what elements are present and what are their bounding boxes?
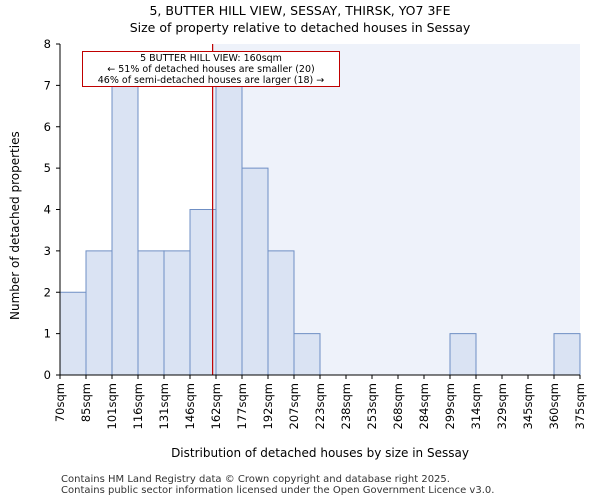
annotation-line-smaller: ← 51% of detached houses are smaller (20… (107, 64, 315, 75)
x-tick-label: 177sqm (235, 383, 249, 429)
footer-copyright: Contains HM Land Registry data © Crown c… (61, 474, 450, 485)
histogram-bar (241, 167, 269, 376)
x-tick-label: 207sqm (287, 383, 301, 429)
y-tick-label: 8 (44, 37, 51, 51)
x-tick-label: 192sqm (261, 383, 275, 429)
x-tick-label: 299sqm (443, 383, 457, 429)
histogram-bar (267, 250, 295, 376)
histogram-bar (163, 250, 191, 376)
x-tick-label: 268sqm (391, 383, 405, 429)
histogram-bar (59, 291, 87, 376)
histogram-bar (449, 333, 477, 376)
y-tick-label: 3 (44, 244, 51, 258)
histogram-bar (293, 333, 321, 376)
x-axis-label: Distribution of detached houses by size … (171, 446, 469, 460)
x-tick-label: 375sqm (573, 383, 587, 429)
y-tick-label: 1 (44, 327, 51, 341)
x-tick-label: 146sqm (183, 383, 197, 429)
x-tick-label: 329sqm (495, 383, 509, 429)
chart-title-address: 5, BUTTER HILL VIEW, SESSAY, THIRSK, YO7… (149, 3, 451, 18)
chart-title-subtitle: Size of property relative to detached ho… (129, 20, 471, 35)
x-tick-label: 116sqm (131, 383, 145, 429)
y-axis-label: Number of detached properties (8, 131, 22, 320)
y-tick-label: 0 (44, 368, 51, 382)
annotation-line-larger: 46% of semi-detached houses are larger (… (97, 75, 325, 86)
y-tick-label: 7 (44, 78, 51, 92)
x-tick-label: 238sqm (339, 383, 353, 429)
annotation-line-property: 5 BUTTER HILL VIEW: 160sqm (140, 53, 282, 64)
histogram-bar (85, 250, 113, 376)
x-tick-label: 345sqm (521, 383, 535, 429)
histogram-bar (137, 250, 165, 376)
y-tick-label: 5 (44, 161, 51, 175)
histogram-bar (215, 84, 243, 376)
y-tick-label: 4 (44, 203, 51, 217)
x-tick-label: 314sqm (469, 383, 483, 429)
y-tick-label: 6 (44, 120, 51, 134)
x-tick-label: 101sqm (105, 383, 119, 429)
footer-licence: Contains public sector information licen… (61, 485, 495, 496)
x-tick-label: 70sqm (53, 383, 67, 422)
x-tick-label: 360sqm (547, 383, 561, 429)
property-annotation-box: 5 BUTTER HILL VIEW: 160sqm ← 51% of deta… (82, 51, 340, 87)
x-tick-label: 85sqm (79, 383, 93, 422)
x-tick-label: 162sqm (209, 383, 223, 429)
x-tick-label: 284sqm (417, 383, 431, 429)
y-tick-label: 2 (44, 285, 51, 299)
x-tick-label: 131sqm (157, 383, 171, 429)
histogram-bar (553, 333, 581, 376)
histogram-bar (111, 84, 139, 376)
x-tick-label: 223sqm (313, 383, 327, 429)
x-tick-label: 253sqm (365, 383, 379, 429)
